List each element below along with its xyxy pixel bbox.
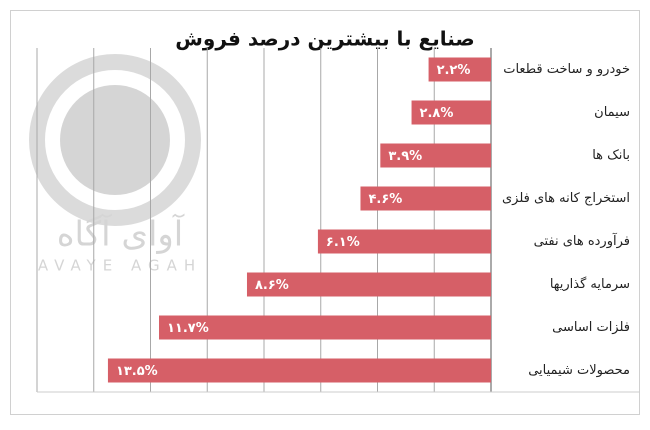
watermark-text: آوای آگاه — [57, 214, 185, 255]
bar — [159, 315, 491, 340]
bar — [380, 143, 491, 168]
y-tick-label: فرآورده های نفتی — [534, 232, 630, 249]
bar — [360, 186, 491, 211]
y-tick-label: سرمایه گذاریها — [550, 276, 630, 292]
data-label: ۱۱.۷% — [167, 321, 209, 336]
y-tick-label: استخراج کانه های فلزی — [502, 191, 630, 206]
data-label: ۴.۶% — [368, 192, 402, 207]
y-tick-label: بانک ها — [592, 148, 630, 163]
data-label: ۲.۸% — [420, 106, 454, 121]
data-label: ۳.۹% — [388, 149, 422, 164]
bar — [411, 100, 491, 125]
bar — [428, 57, 491, 82]
watermark-text: AVAYE AGAH — [38, 257, 202, 275]
chart-title: صنایع با بیشترین درصد فروش — [175, 27, 474, 51]
y-tick-label: محصولات شیمیایی — [528, 363, 630, 378]
frame — [10, 10, 640, 415]
y-tick-label: سیمان — [594, 105, 630, 120]
data-label: ۱۳.۵% — [116, 364, 158, 379]
y-tick-label: خودرو و ساخت قطعات — [503, 62, 630, 77]
bar — [317, 229, 491, 254]
data-label: ۸.۶% — [255, 278, 289, 293]
bar — [107, 358, 491, 383]
bar — [246, 272, 491, 297]
data-label: ۶.۱% — [326, 235, 360, 250]
y-tick-label: فلزات اساسی — [552, 320, 630, 335]
data-label: ۲.۲% — [437, 63, 471, 78]
logo-disc — [60, 85, 170, 195]
